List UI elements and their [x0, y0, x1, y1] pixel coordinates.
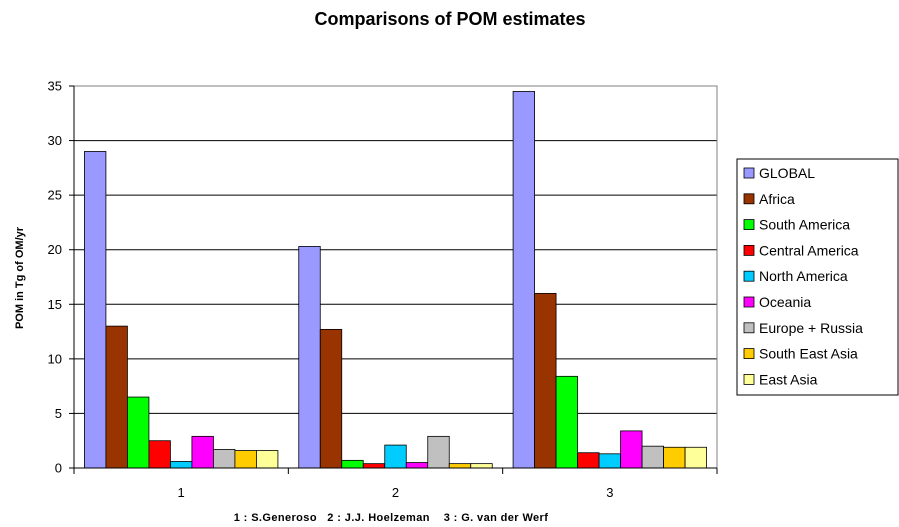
chart-title: Comparisons of POM estimates: [314, 9, 585, 29]
bar-north-america-2: [384, 444, 407, 469]
bar-global-1: [84, 151, 107, 469]
legend-item-label: East Asia: [759, 371, 818, 387]
y-tick-label: 15: [48, 297, 62, 312]
y-axis-label: POM in Tg of OM/yr: [14, 226, 26, 329]
bar-global-2: [298, 246, 321, 469]
gridlines: [74, 85, 717, 414]
legend-swatch: [743, 219, 755, 231]
axes: [69, 85, 718, 474]
y-tick-label: 25: [48, 188, 62, 203]
legend-item-label: Africa: [759, 191, 795, 207]
bar-south-america-1: [127, 396, 150, 469]
bar-europe-russia-2: [427, 435, 450, 469]
legend-item-label: North America: [759, 268, 848, 284]
bar-central-america-3: [577, 452, 600, 469]
x-tick-label: 3: [606, 485, 613, 500]
legend-swatch: [743, 167, 755, 179]
bar-europe-russia-1: [213, 449, 236, 469]
bar-europe-russia-3: [641, 445, 664, 469]
bar-east-asia-3: [684, 446, 707, 469]
legend-swatch: [743, 296, 755, 308]
bar-north-america-3: [598, 453, 621, 469]
legend-item-label: South America: [759, 217, 850, 233]
bar-south-america-3: [555, 375, 578, 469]
y-tick-labels: 0 5 10 15 20 25 30 35: [48, 79, 62, 476]
legend-item-label: South East Asia: [759, 346, 858, 362]
y-tick-label: 20: [48, 242, 62, 257]
legend-swatch: [743, 348, 755, 360]
legend-item-label: Central America: [759, 242, 859, 258]
legend-box: [736, 158, 899, 396]
legend-item-label: GLOBAL: [759, 165, 815, 181]
bar-south-east-asia-1: [234, 450, 257, 469]
x-tick-label: 1: [178, 485, 185, 500]
bar-oceania-3: [620, 430, 643, 469]
y-tick-label: 10: [48, 351, 62, 366]
legend: GLOBAL Africa South America Central America…: [736, 158, 899, 396]
legend-swatch: [743, 322, 755, 334]
legend-swatch: [743, 270, 755, 282]
bar-global-3: [512, 91, 535, 469]
legend-swatch: [743, 244, 755, 256]
bar-africa-1: [105, 325, 128, 469]
bar-central-america-2: [362, 463, 386, 469]
bar-africa-2: [319, 328, 343, 469]
legend-item-label: Europe + Russia: [759, 320, 863, 336]
y-tick-label: 30: [48, 133, 62, 148]
bar-oceania-1: [191, 435, 214, 469]
bar-oceania-2: [405, 462, 429, 469]
bar-east-asia-1: [256, 450, 279, 469]
legend-swatch: [743, 193, 755, 205]
bar-north-america-1: [170, 461, 193, 469]
legend-swatch: [743, 373, 755, 385]
bar-south-east-asia-3: [663, 446, 686, 469]
x-tick-label: 2: [392, 485, 399, 500]
bars: [84, 91, 707, 469]
y-tick-label: 0: [55, 461, 62, 476]
x-axis-label: 1 : S.Generoso 2 : J.J. Hoelzeman 3 : G.…: [234, 512, 549, 524]
bar-central-america-1: [148, 440, 171, 469]
legend-item-label: Oceania: [759, 294, 811, 310]
bar-south-east-asia-2: [448, 463, 472, 469]
x-tick-labels: 1 2 3: [178, 485, 614, 500]
bar-south-america-2: [341, 459, 364, 469]
bar-africa-3: [534, 292, 557, 469]
bar-east-asia-2: [470, 463, 493, 469]
plot-frame: [73, 85, 718, 469]
y-tick-label: 5: [55, 406, 62, 421]
y-tick-label: 35: [48, 79, 62, 94]
